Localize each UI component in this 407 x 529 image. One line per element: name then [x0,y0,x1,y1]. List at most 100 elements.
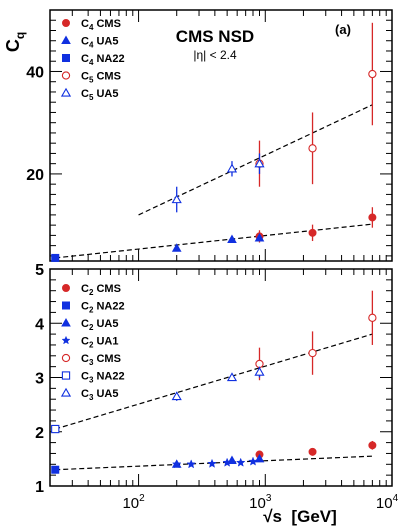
legend-label-main: C [81,18,89,30]
legend-label-sub: 2 [89,306,94,315]
legend-marker [62,283,71,292]
legend-label: C4 UA5 [81,36,118,50]
data-point [308,447,317,456]
x-tick-label-base: 10 [122,495,139,512]
x-tick-label-base: 10 [376,495,393,512]
legend-label-suffix: UA5 [93,388,118,400]
legend-label-sub: 3 [89,393,94,402]
legend-label: C5 UA5 [81,88,118,102]
x-tick-label-exponent: 3 [266,493,272,504]
data-point [51,465,60,474]
legend-label-sub: 3 [89,358,94,367]
data-point [207,458,217,468]
legend-label-sub: 4 [89,58,94,67]
data-point [254,366,265,376]
legend-label-main: C [81,336,89,348]
legend-marker [61,335,71,345]
data-point [51,253,60,262]
data-point [222,457,232,467]
data-point [227,234,237,243]
legend-marker [62,18,71,27]
legend-label-main: C [81,353,89,365]
data-point [226,372,238,382]
legend-label-suffix: CMS [93,353,121,365]
legend-label-suffix: NA22 [93,53,124,65]
legend-label-suffix: UA5 [93,36,118,48]
data-point [368,441,377,450]
data-point [186,459,196,469]
data-point [171,391,182,401]
data-point [171,194,182,204]
fit-line [55,455,373,471]
legend-label-sub: 5 [89,93,94,102]
legend-label-main: C [81,36,89,48]
legend-label-sub: 2 [89,288,94,297]
data-point [254,233,265,242]
x-tick-label: 102 [122,493,145,512]
y-axis-label: Cq [3,32,27,52]
legend-label: C2 UA1 [81,336,118,350]
legend-marker [61,71,71,80]
legend-label-main: C [81,388,89,400]
legend-label: C2 NA22 [81,301,125,315]
legend-label-main: C [81,283,89,295]
legend-label-main: C [81,371,89,383]
legend-label-main: C [81,88,89,100]
legend-label-suffix: CMS [93,18,121,30]
data-point [308,348,317,358]
data-point [368,69,377,79]
data-point [308,144,317,153]
y-tick-label: 3 [35,371,44,388]
x-tick-label-base: 10 [249,495,266,512]
legend-label-sub: 2 [89,323,94,332]
fit-line [138,104,373,216]
legend-marker [60,87,72,97]
legend-label-suffix: CMS [93,71,121,83]
data-point [308,228,317,237]
x-tick-label-exponent: 4 [393,493,399,504]
fit-line [55,333,373,430]
legend-label-sub: 2 [89,341,94,350]
data-point [255,359,264,369]
x-tick-label-exponent: 2 [139,493,145,504]
legend-label: C2 CMS [81,283,121,297]
y-axis-label-sub: q [13,32,27,39]
legend-marker [62,301,71,310]
y-tick-label: 5 [35,262,44,279]
legend-label-suffix: UA5 [93,318,118,330]
y-tick-label: 4 [35,316,44,333]
y-tick-label: 40 [26,64,44,81]
legend-label-suffix: UA5 [93,88,118,100]
legend-marker [61,35,71,45]
legend-label-main: C [81,53,89,65]
legend-marker [61,318,71,327]
legend-label: C5 CMS [81,71,121,85]
legend-label-main: C [81,301,89,313]
legend-label: C3 CMS [81,353,121,367]
chart-subtitle: |η| < 2.4 [193,48,237,62]
data-point [254,158,265,168]
legend-label-suffix: CMS [93,283,121,295]
legend-label: C4 NA22 [81,53,125,67]
legend-label: C2 UA5 [81,318,118,332]
data-point [368,313,377,322]
x-tick-label: 104 [376,493,399,512]
legend-label-sub: 4 [89,41,94,50]
legend-label-suffix: UA1 [93,336,118,348]
legend-label-sub: 3 [89,376,94,385]
fit-line [55,223,373,259]
y-tick-label: 2 [35,425,44,442]
y-axis-label-main: C [3,39,23,52]
panel-label: (a) [335,22,351,37]
chart-title: CMS NSD [176,27,254,46]
data-point [248,456,258,466]
top-panel-frame [49,9,393,262]
legend-label-sub: 5 [89,76,94,85]
legend-label: C4 CMS [81,18,121,32]
data-point [171,243,182,252]
